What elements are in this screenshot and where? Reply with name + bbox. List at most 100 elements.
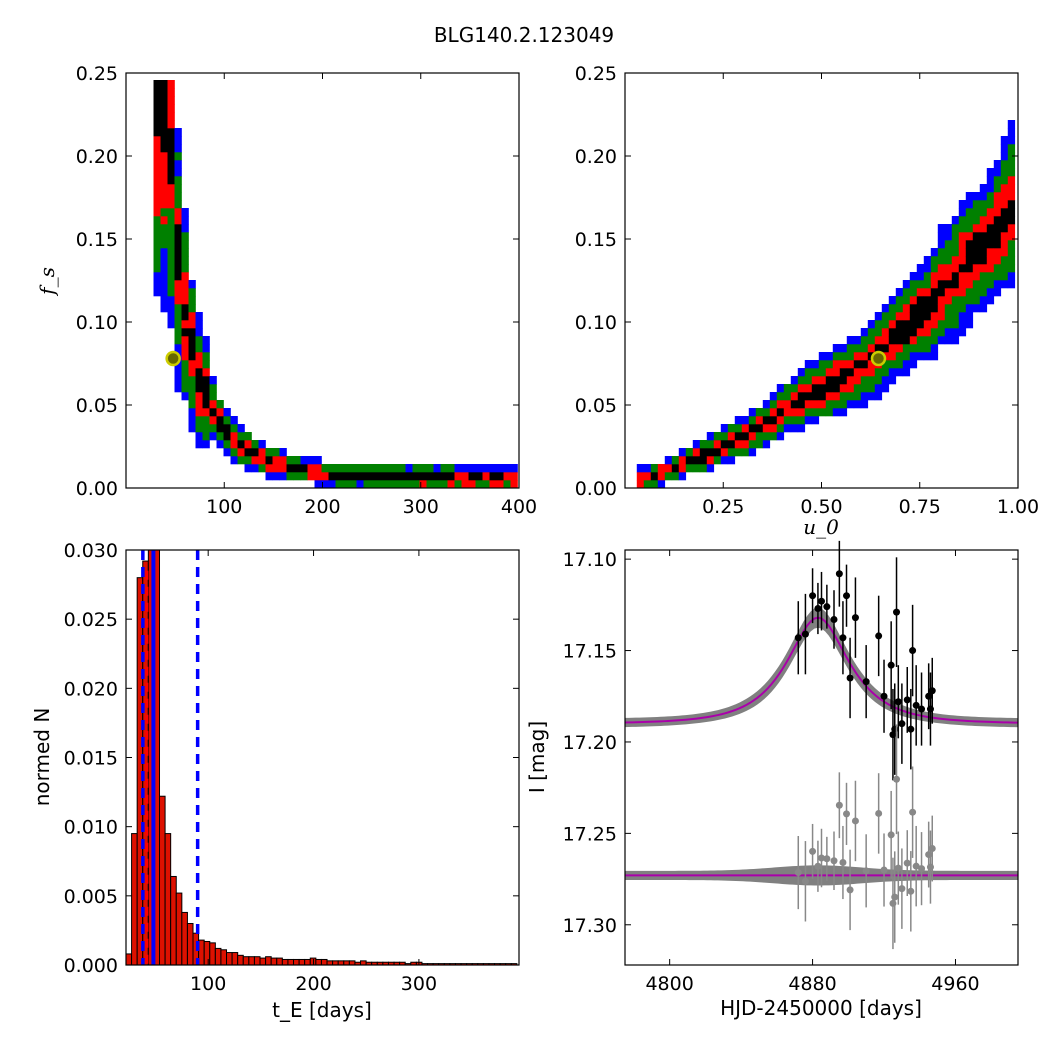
heatmap-cell <box>223 440 231 449</box>
heatmap-cell <box>916 264 925 273</box>
heatmap-cell <box>979 280 988 289</box>
heatmap-cell <box>734 424 743 433</box>
x-tick-label: 4880 <box>788 973 836 995</box>
heatmap-cell <box>195 368 203 377</box>
heatmap-cell <box>174 304 182 313</box>
heatmap-cell <box>825 360 834 369</box>
heatmap-cell <box>853 376 862 385</box>
heatmap-cell <box>909 328 918 337</box>
heatmap-cell <box>342 472 350 481</box>
heatmap-cell <box>755 416 764 425</box>
heatmap-cell <box>937 320 946 329</box>
heatmap-cell <box>391 472 399 481</box>
heatmap-cell <box>713 440 722 449</box>
heatmap-cell <box>986 216 995 225</box>
heatmap-cell <box>867 368 876 377</box>
histogram-bar <box>242 956 250 966</box>
heatmap-cell <box>209 392 217 401</box>
heatmap-cell <box>937 232 946 241</box>
residual-point <box>928 845 936 853</box>
axis-ticks: 100 200 300 400 0.00 0.05 0.10 0.15 0.20 0.25 <box>76 63 537 518</box>
heatmap-cell <box>811 408 820 417</box>
histogram-bar <box>348 960 356 966</box>
x-axis-label: HJD-2450000 [days] <box>720 996 922 1020</box>
heatmap-cell <box>867 376 876 385</box>
heatmap-cell <box>342 464 350 473</box>
heatmap-cell <box>930 280 939 289</box>
residual-point <box>830 857 838 865</box>
heatmap-cell <box>1007 224 1016 233</box>
heatmap-cell <box>202 336 210 345</box>
heatmap-cell <box>370 480 378 489</box>
heatmap-cell <box>930 264 939 273</box>
heatmap-cell <box>972 200 981 209</box>
heatmap-cell <box>888 352 897 361</box>
heatmap-cell <box>167 168 175 177</box>
heatmap-cell <box>993 240 1002 249</box>
heatmap-cell <box>1000 272 1009 281</box>
data-point <box>801 630 809 638</box>
heatmap-cell <box>293 456 301 465</box>
heatmap-cell <box>727 424 736 433</box>
residual-point <box>801 877 809 885</box>
heatmap-cell <box>188 360 196 369</box>
heatmap-cell <box>923 304 932 313</box>
heatmap-cell <box>706 464 715 473</box>
heatmap-cell <box>860 328 869 337</box>
heatmap-cell <box>888 296 897 305</box>
heatmap-cell <box>930 304 939 313</box>
heatmap-cell <box>916 344 925 353</box>
heatmap-cell <box>454 472 462 481</box>
heatmap-cell <box>860 368 869 377</box>
axis-ticks: 4800 4880 4960 17.10 17.15 17.20 17.25 17.30 <box>563 549 1018 995</box>
heatmap-cell <box>790 384 799 393</box>
heatmap-cell <box>650 480 659 489</box>
heatmap-cell <box>496 464 504 473</box>
heatmap-cell <box>160 288 168 297</box>
heatmap-cell <box>839 376 848 385</box>
heatmap-cell <box>951 328 960 337</box>
heatmap-cell <box>930 248 939 257</box>
heatmap-cell <box>195 320 203 329</box>
heatmap-cell <box>972 216 981 225</box>
heatmap-cell <box>958 216 967 225</box>
heatmap-cell <box>874 392 883 401</box>
heatmap-cell <box>874 344 883 353</box>
heatmap-cell <box>377 472 385 481</box>
heatmap-cell <box>706 448 715 457</box>
heatmap-cell <box>755 424 764 433</box>
residual-point <box>839 859 847 867</box>
heatmap-cell <box>174 200 182 209</box>
heatmap-cell <box>832 392 841 401</box>
heatmap-cell <box>412 472 420 481</box>
heatmap-cell <box>293 472 301 481</box>
heatmap-cell <box>902 352 911 361</box>
heatmap-cell <box>993 216 1002 225</box>
heatmap-cell <box>202 392 210 401</box>
heatmap-cell <box>153 80 161 89</box>
heatmap-cell <box>195 376 203 385</box>
y-tick-label: 17.20 <box>563 732 617 754</box>
heatmap-cell <box>853 392 862 401</box>
heatmap-cell <box>958 328 967 337</box>
heatmap-cell <box>167 160 175 169</box>
heatmap-cell <box>160 160 168 169</box>
heatmap-cell <box>1007 240 1016 249</box>
heatmap-cell <box>902 304 911 313</box>
heatmap-cell <box>237 432 245 441</box>
residual-point <box>894 864 902 872</box>
heatmap-cell <box>447 472 455 481</box>
heatmap-cell <box>461 472 469 481</box>
heatmap-cell <box>181 224 189 233</box>
heatmap-cell <box>993 176 1002 185</box>
heatmap-cell <box>1000 264 1009 273</box>
heatmap-cell <box>1000 200 1009 209</box>
heatmap-cell <box>153 208 161 217</box>
heatmap-cell <box>1000 144 1009 153</box>
heatmap-cell <box>937 264 946 273</box>
heatmap-cell <box>188 416 196 425</box>
heatmap-cell <box>769 400 778 409</box>
heatmap-cell <box>755 432 764 441</box>
x-tick-label: 4960 <box>931 973 979 995</box>
